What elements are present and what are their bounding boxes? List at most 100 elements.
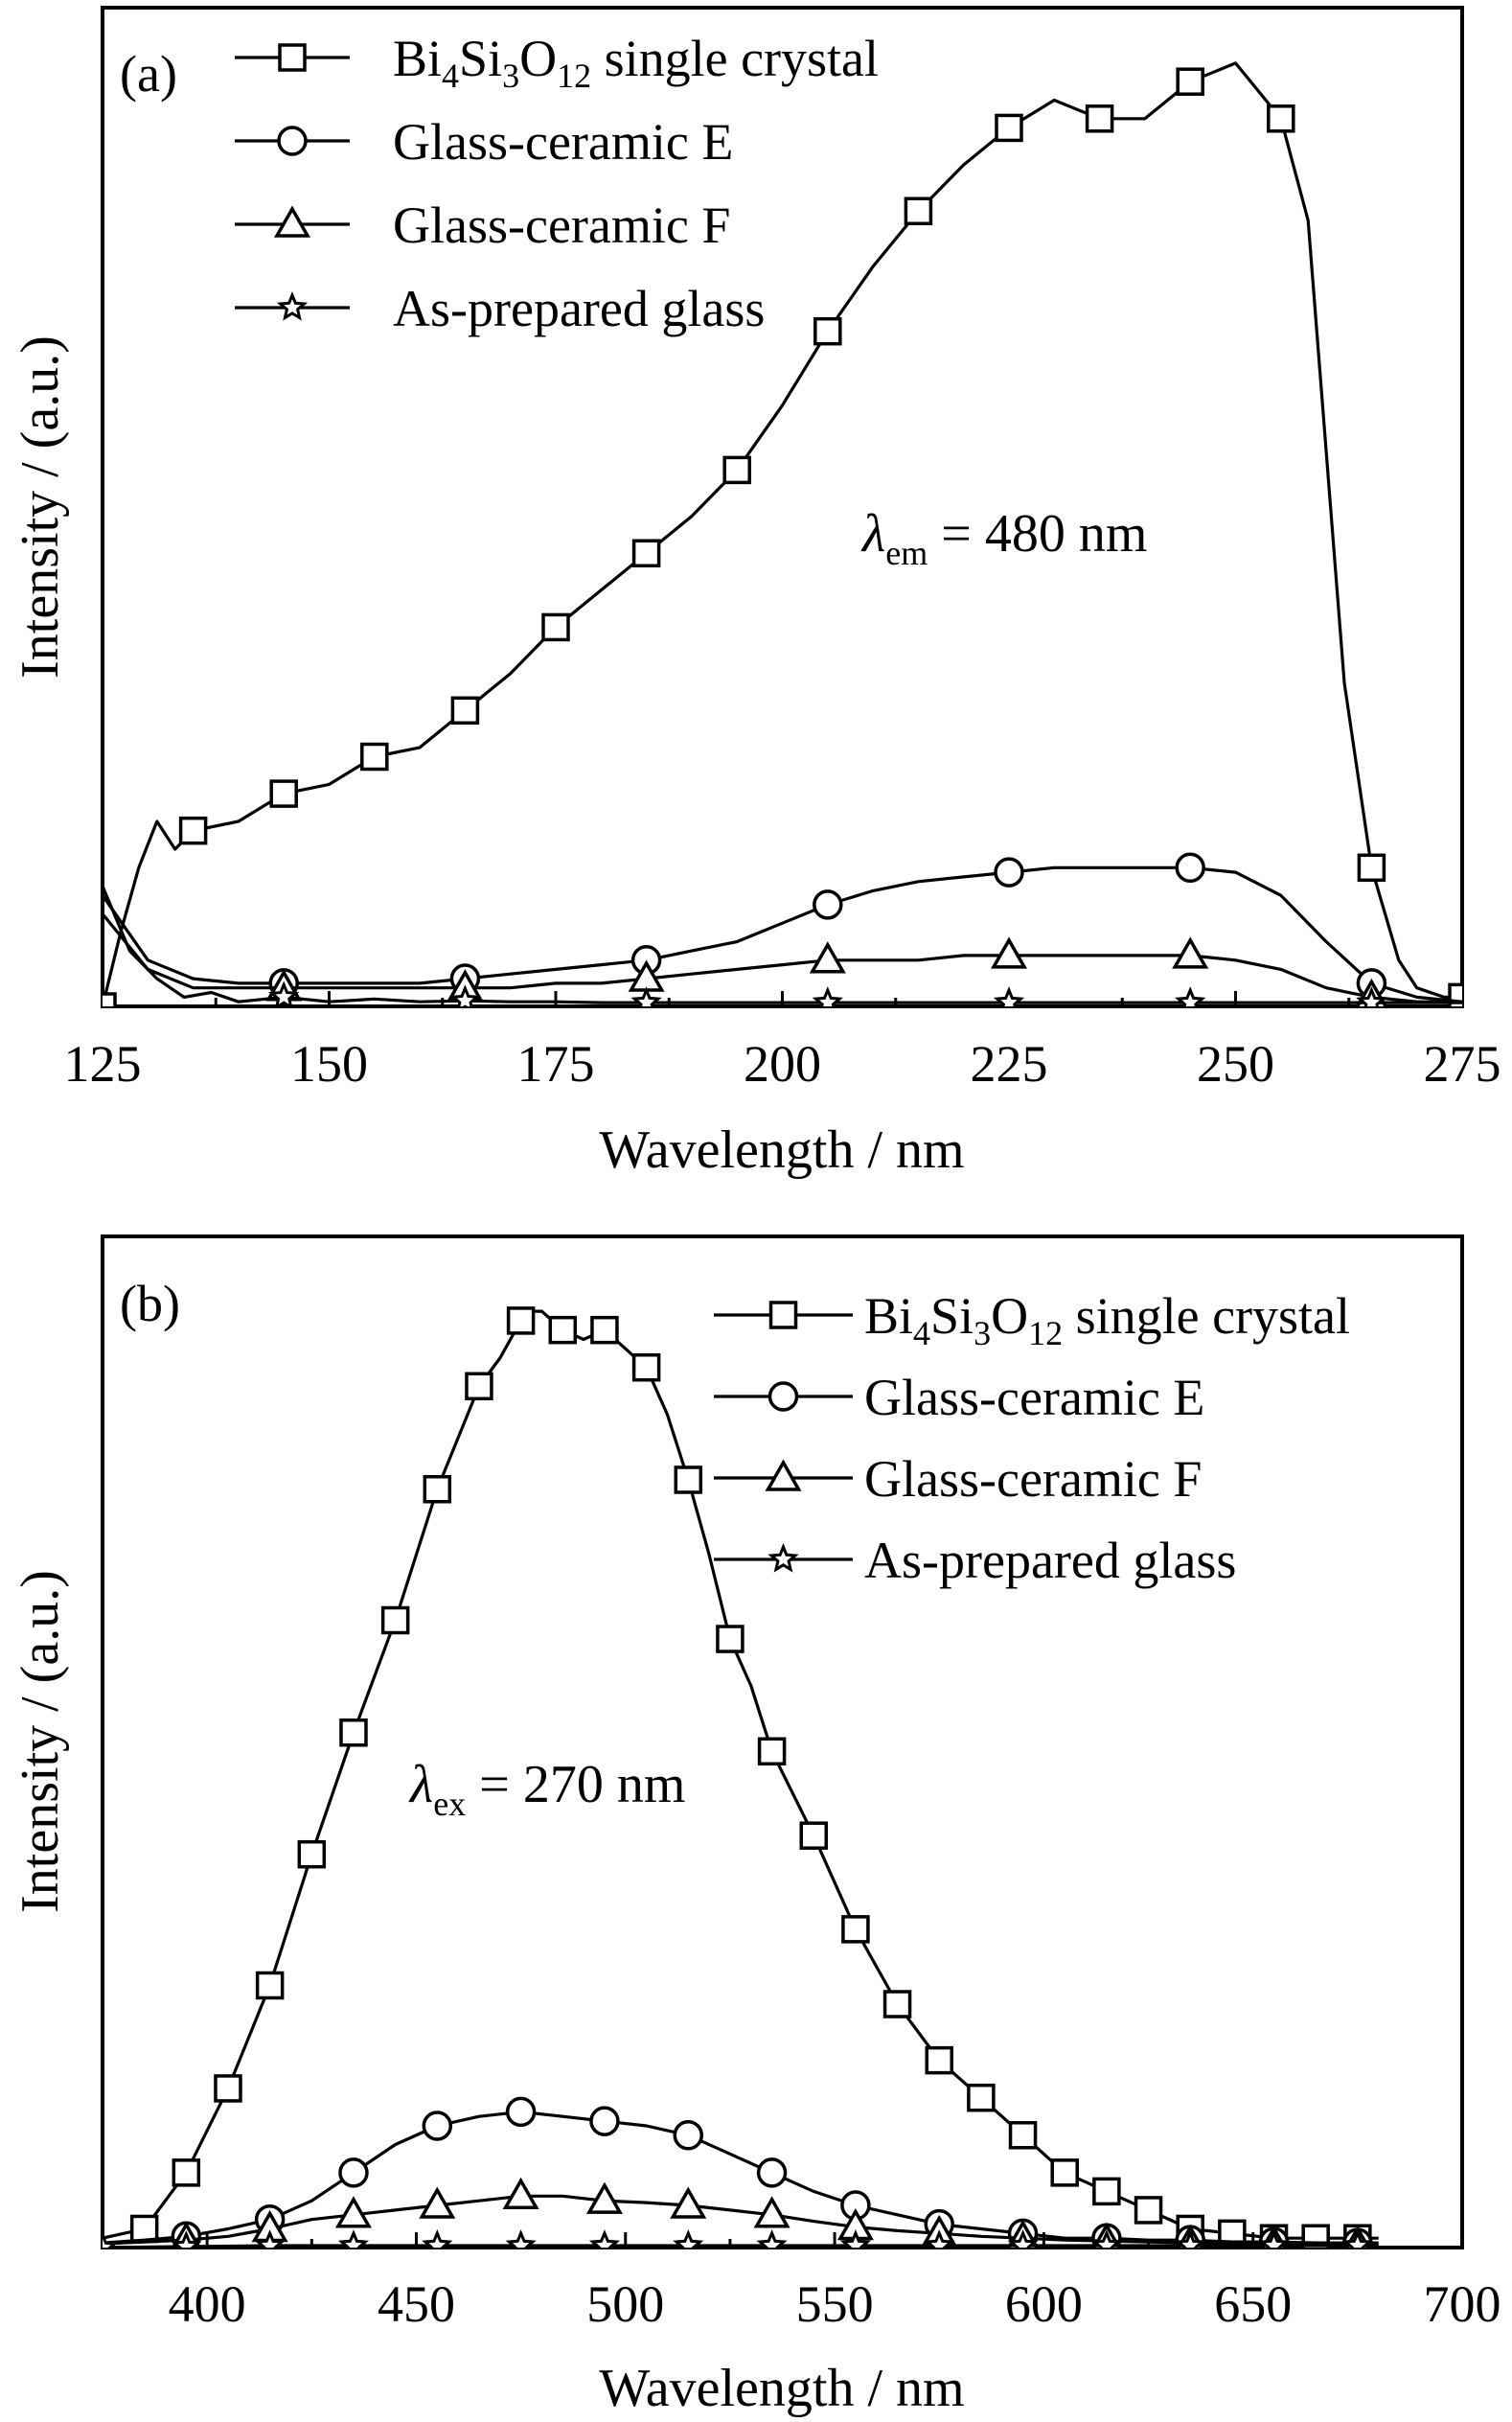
series-line-circle: [103, 865, 1462, 1003]
data-point-square: [904, 196, 933, 226]
data-point-square: [631, 539, 661, 567]
data-point-square: [967, 2083, 996, 2112]
data-point-square: [297, 1839, 327, 1869]
data-point-star: [1175, 2229, 1206, 2248]
panel-b-series: [103, 1306, 1379, 2248]
x-tick-label: 200: [744, 1035, 821, 1093]
data-point-square: [214, 2074, 242, 2103]
legend-marker-circle: [277, 126, 308, 156]
series-line-star: [103, 885, 1462, 1004]
panel-b-chart: 400 450 500 550 600 650 700 (b) Wavelength / n…: [11, 1234, 1501, 2418]
data-point-square: [722, 455, 751, 485]
data-point-circle: [756, 2157, 788, 2188]
panel-b-annotation: λex = 270 nm: [408, 1755, 685, 1823]
data-point-star: [103, 2231, 119, 2248]
data-point-square: [1050, 2158, 1079, 2187]
data-point-circle: [589, 2106, 620, 2136]
panel-b-legend: Bi4Si3O12 single crystal Glass-ceramic E G…: [714, 1287, 1350, 1589]
data-point-square: [103, 992, 117, 1006]
data-point-square: [674, 1465, 703, 1494]
panel-a-label: (a): [120, 45, 177, 103]
legend-label: Bi4Si3O12 single crystal: [864, 1287, 1350, 1352]
data-point-square: [269, 779, 298, 808]
data-point-triangle: [502, 2177, 539, 2210]
data-point-star: [449, 984, 481, 1006]
data-point-circle: [813, 889, 843, 920]
legend-marker-star: [276, 291, 309, 321]
panel-b-frame: [101, 1234, 1464, 2249]
x-tick-label: 275: [1424, 1035, 1501, 1093]
data-point-square: [882, 1990, 912, 2018]
data-point-circle: [422, 2111, 453, 2141]
x-tick-label: 400: [169, 2275, 246, 2333]
legend-label: Bi4Si3O12 single crystal: [393, 30, 879, 95]
series-line-triangle: [103, 912, 1462, 1003]
data-point-square: [925, 2045, 953, 2075]
legend-marker-square: [278, 43, 307, 72]
data-point-triangle: [990, 936, 1028, 969]
data-point-star: [839, 2229, 871, 2248]
data-point-star: [505, 2229, 537, 2248]
data-point-square: [1357, 853, 1386, 883]
panel-b-x-axis-label: Wavelength / nm: [599, 2359, 964, 2418]
data-point-star: [812, 986, 843, 1006]
panel-a-y-axis-label: Intensity / (a.u.): [11, 335, 70, 679]
data-point-square: [799, 1821, 828, 1850]
panel-a-frame: [101, 6, 1464, 1008]
data-point-star: [337, 2229, 369, 2248]
data-point-triangle: [753, 2196, 790, 2228]
data-point-square: [465, 1372, 493, 1401]
data-point-circle: [338, 2157, 369, 2188]
series-line-square: [103, 1309, 1379, 2240]
panel-a-series: [103, 61, 1462, 1006]
data-point-star: [588, 2229, 620, 2248]
x-tick-label: 600: [1005, 2275, 1083, 2333]
data-point-star: [171, 2230, 202, 2248]
data-point-square: [1267, 104, 1295, 133]
panel-a-x-ticks: 125 150 175 200 225 250 275: [64, 991, 1501, 1093]
panel-a-x-axis-label: Wavelength / nm: [599, 1120, 964, 1180]
panel-a-annotation: λem = 480 nm: [860, 504, 1147, 572]
data-point-square: [995, 113, 1023, 143]
legend-marker-triangle: [273, 205, 311, 238]
data-point-star: [1258, 2229, 1290, 2248]
x-tick-label: 175: [517, 1035, 595, 1093]
data-point-triangle: [419, 2186, 456, 2219]
legend-marker-star: [767, 1543, 799, 1573]
panel-b-label: (b): [120, 1275, 180, 1332]
data-point-star: [422, 2229, 453, 2248]
data-point-star: [1341, 2229, 1373, 2248]
data-point-circle: [505, 2096, 537, 2128]
data-point-star: [268, 980, 300, 1006]
series-line-square: [103, 61, 1462, 1006]
data-point-triangle: [670, 2186, 707, 2219]
data-point-square: [716, 1625, 745, 1653]
data-point-square: [841, 1915, 870, 1944]
data-point-square: [1092, 2177, 1121, 2206]
data-point-triangle: [1172, 936, 1209, 969]
data-point-square: [590, 1315, 619, 1345]
legend-label: Glass-ceramic E: [393, 113, 733, 171]
legend-label: Glass-ceramic F: [393, 196, 730, 254]
data-point-square: [360, 742, 389, 772]
data-point-star: [1007, 2229, 1039, 2248]
x-tick-label: 225: [971, 1035, 1048, 1093]
data-point-square: [631, 1353, 661, 1382]
data-point-star: [630, 986, 662, 1006]
data-point-star: [673, 2229, 704, 2248]
data-point-square: [548, 1315, 578, 1345]
data-point-square: [423, 1475, 452, 1504]
data-point-square: [1448, 982, 1462, 1006]
data-point-square: [129, 2214, 159, 2244]
data-point-square: [172, 2158, 201, 2187]
legend-marker-square: [768, 1301, 798, 1329]
data-point-square: [1176, 67, 1204, 96]
legend-label: Glass-ceramic E: [864, 1369, 1204, 1426]
data-point-circle: [673, 2120, 704, 2151]
data-point-star: [1090, 2229, 1122, 2248]
x-tick-label: 550: [796, 2275, 874, 2333]
data-point-triangle: [809, 941, 846, 974]
data-point-triangle: [585, 2181, 623, 2214]
data-point-star: [993, 986, 1025, 1006]
legend-marker-triangle: [765, 1459, 802, 1491]
